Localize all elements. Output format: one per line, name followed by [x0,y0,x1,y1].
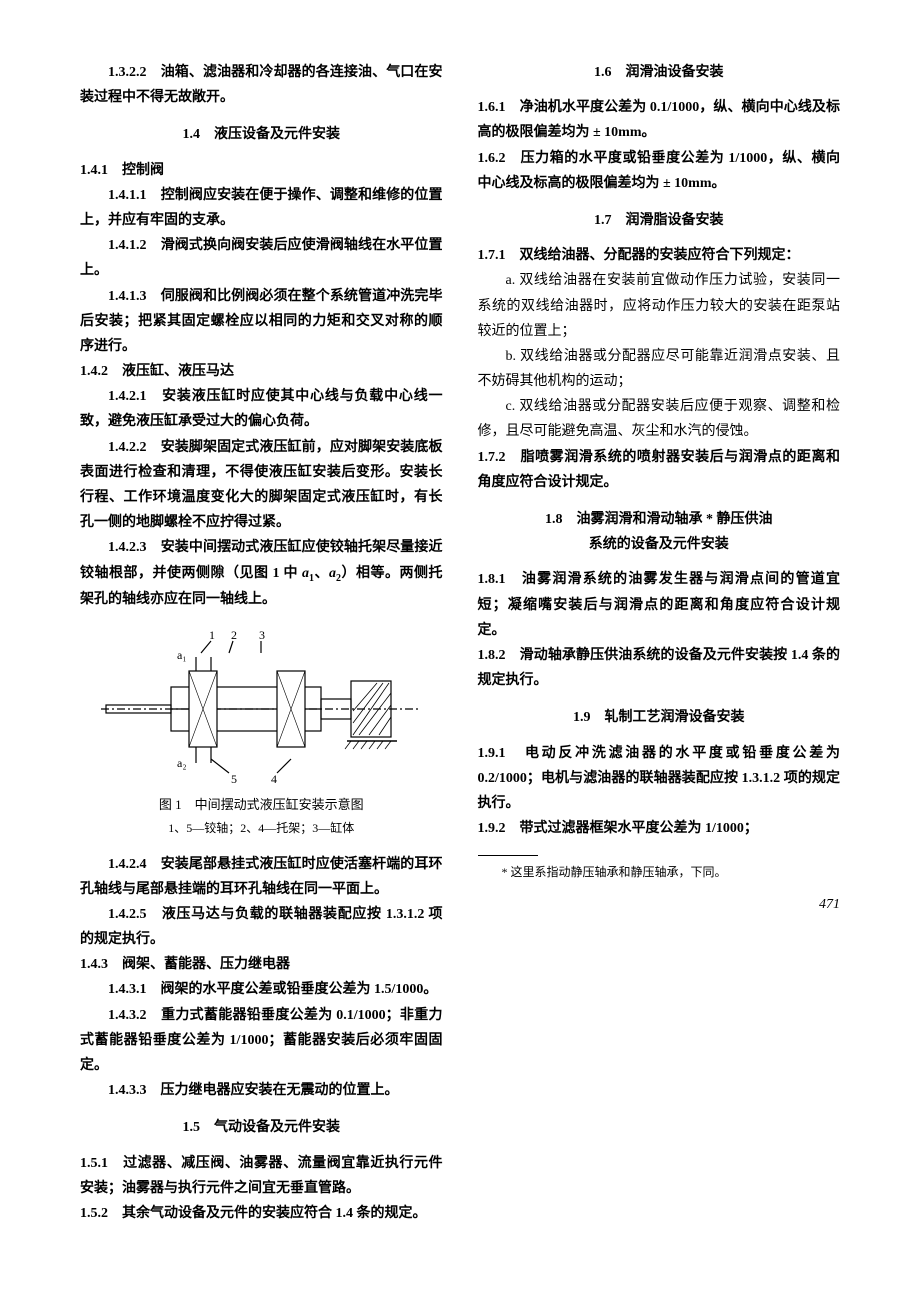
footnote: * 这里系指动静压轴承和静压轴承，下同。 [478,862,841,884]
svg-text:2: 2 [231,628,237,642]
para-1-4-3-1: 1.4.3.1 阀架的水平度公差或铅垂度公差为 1.5/1000。 [80,977,443,1002]
para-1-5-2: 1.5.2 其余气动设备及元件的安装应符合 1.4 条的规定。 [80,1201,443,1226]
section-1-8-title-line2: 系统的设备及元件安装 [478,532,841,557]
para-1-3-2-2: 1.3.2.2 油箱、滤油器和冷却器的各连接油、气口在安装过程中不得无故敞开。 [80,60,443,110]
para-1-4-2-1: 1.4.2.1 安装液压缸时应使其中心线与负载中心线一致，避免液压缸承受过大的偏… [80,384,443,434]
para-1-8-2: 1.8.2 滑动轴承静压供油系统的设备及元件安装按 1.4 条的规定执行。 [478,643,841,693]
heading-1-4-2: 1.4.2 液压缸、液压马达 [80,359,443,384]
footnote-separator [478,855,538,856]
svg-text:a₂: a₂ [177,756,187,770]
para-1-8-1: 1.8.1 油雾润滑系统的油雾发生器与润滑点间的管道宜短；凝缩嘴安装后与润滑点的… [478,567,841,643]
section-1-7-title: 1.7 润滑脂设备安装 [478,208,841,233]
para-1-5-1: 1.5.1 过滤器、减压阀、油雾器、流量阀宜靠近执行元件安装；油雾器与执行元件之… [80,1151,443,1201]
section-1-5-title: 1.5 气动设备及元件安装 [80,1115,443,1140]
para-1-7-1-b: b. 双线给油器或分配器应尽可能靠近润滑点安装、且不妨碍其他机构的运动； [478,344,841,394]
para-1-7-2: 1.7.2 脂喷雾润滑系统的喷射器安装后与润滑点的距离和角度应符合设计规定。 [478,445,841,495]
para-1-7-1: 1.7.1 双线给油器、分配器的安装应符合下列规定： [478,243,841,268]
section-1-6-title: 1.6 润滑油设备安装 [478,60,841,85]
heading-1-4-1: 1.4.1 控制阀 [80,158,443,183]
para-1-4-1-2: 1.4.1.2 滑阀式换向阀安装后应使滑阀轴线在水平位置上。 [80,233,443,283]
page-number: 471 [478,892,841,917]
para-1-4-2-3: 1.4.2.3 安装中间摆动式液压缸应使铰轴托架尽量接近铰轴根部，并使两侧隙（见… [80,535,443,612]
section-1-8-title-line1: 1.8 油雾润滑和滑动轴承 * 静压供油 [478,507,841,532]
figure-1: a₁ a₂ 1 2 3 4 5 [80,627,443,787]
para-1-4-2-2: 1.4.2.2 安装脚架固定式液压缸前，应对脚架安装底板表面进行检查和清理，不得… [80,435,443,536]
heading-1-4-3: 1.4.3 阀架、蓄能器、压力继电器 [80,952,443,977]
section-1-9-title: 1.9 轧制工艺润滑设备安装 [478,705,841,730]
figure-1-caption: 图 1 中间摆动式液压缸安装示意图 [80,793,443,816]
para-1-6-2: 1.6.2 压力箱的水平度或铅垂度公差为 1/1000，纵、横向中心线及标高的极… [478,146,841,196]
para-1-4-1-1: 1.4.1.1 控制阀应安装在便于操作、调整和维修的位置上，并应有牢固的支承。 [80,183,443,233]
svg-text:a₁: a₁ [177,648,187,662]
para-1-4-1-3: 1.4.1.3 伺服阀和比例阀必须在整个系统管道冲洗完毕后安装；把紧其固定螺栓应… [80,284,443,360]
para-1-9-2: 1.9.2 带式过滤器框架水平度公差为 1/1000； [478,816,841,841]
figure-1-legend: 1、5—铰轴；2、4—托架；3—缸体 [80,818,443,840]
para-1-9-1: 1.9.1 电动反冲洗滤油器的水平度或铅垂度公差为 0.2/1000；电机与滤油… [478,741,841,817]
figure-1-svg: a₁ a₂ 1 2 3 4 5 [101,627,421,787]
svg-text:5: 5 [231,772,237,786]
para-1-4-3-3: 1.4.3.3 压力继电器应安装在无震动的位置上。 [80,1078,443,1103]
svg-text:1: 1 [209,628,215,642]
para-1-4-3-2: 1.4.3.2 重力式蓄能器铅垂度公差为 0.1/1000；非重力式蓄能器铅垂度… [80,1003,443,1079]
para-1-4-2-5: 1.4.2.5 液压马达与负载的联轴器装配应按 1.3.1.2 项的规定执行。 [80,902,443,952]
svg-text:4: 4 [271,772,277,786]
para-1-7-1-a: a. 双线给油器在安装前宜做动作压力试验，安装同一系统的双线给油器时，应将动作压… [478,268,841,344]
svg-text:3: 3 [259,628,265,642]
section-1-4-title: 1.4 液压设备及元件安装 [80,122,443,147]
para-1-6-1: 1.6.1 净油机水平度公差为 0.1/1000，纵、横向中心线及标高的极限偏差… [478,95,841,145]
para-1-7-1-c: c. 双线给油器或分配器安装后应便于观察、调整和检修，且尽可能避免高温、灰尘和水… [478,394,841,444]
para-1-4-2-4: 1.4.2.4 安装尾部悬挂式液压缸时应使活塞杆端的耳环孔轴线与尾部悬挂端的耳环… [80,852,443,902]
